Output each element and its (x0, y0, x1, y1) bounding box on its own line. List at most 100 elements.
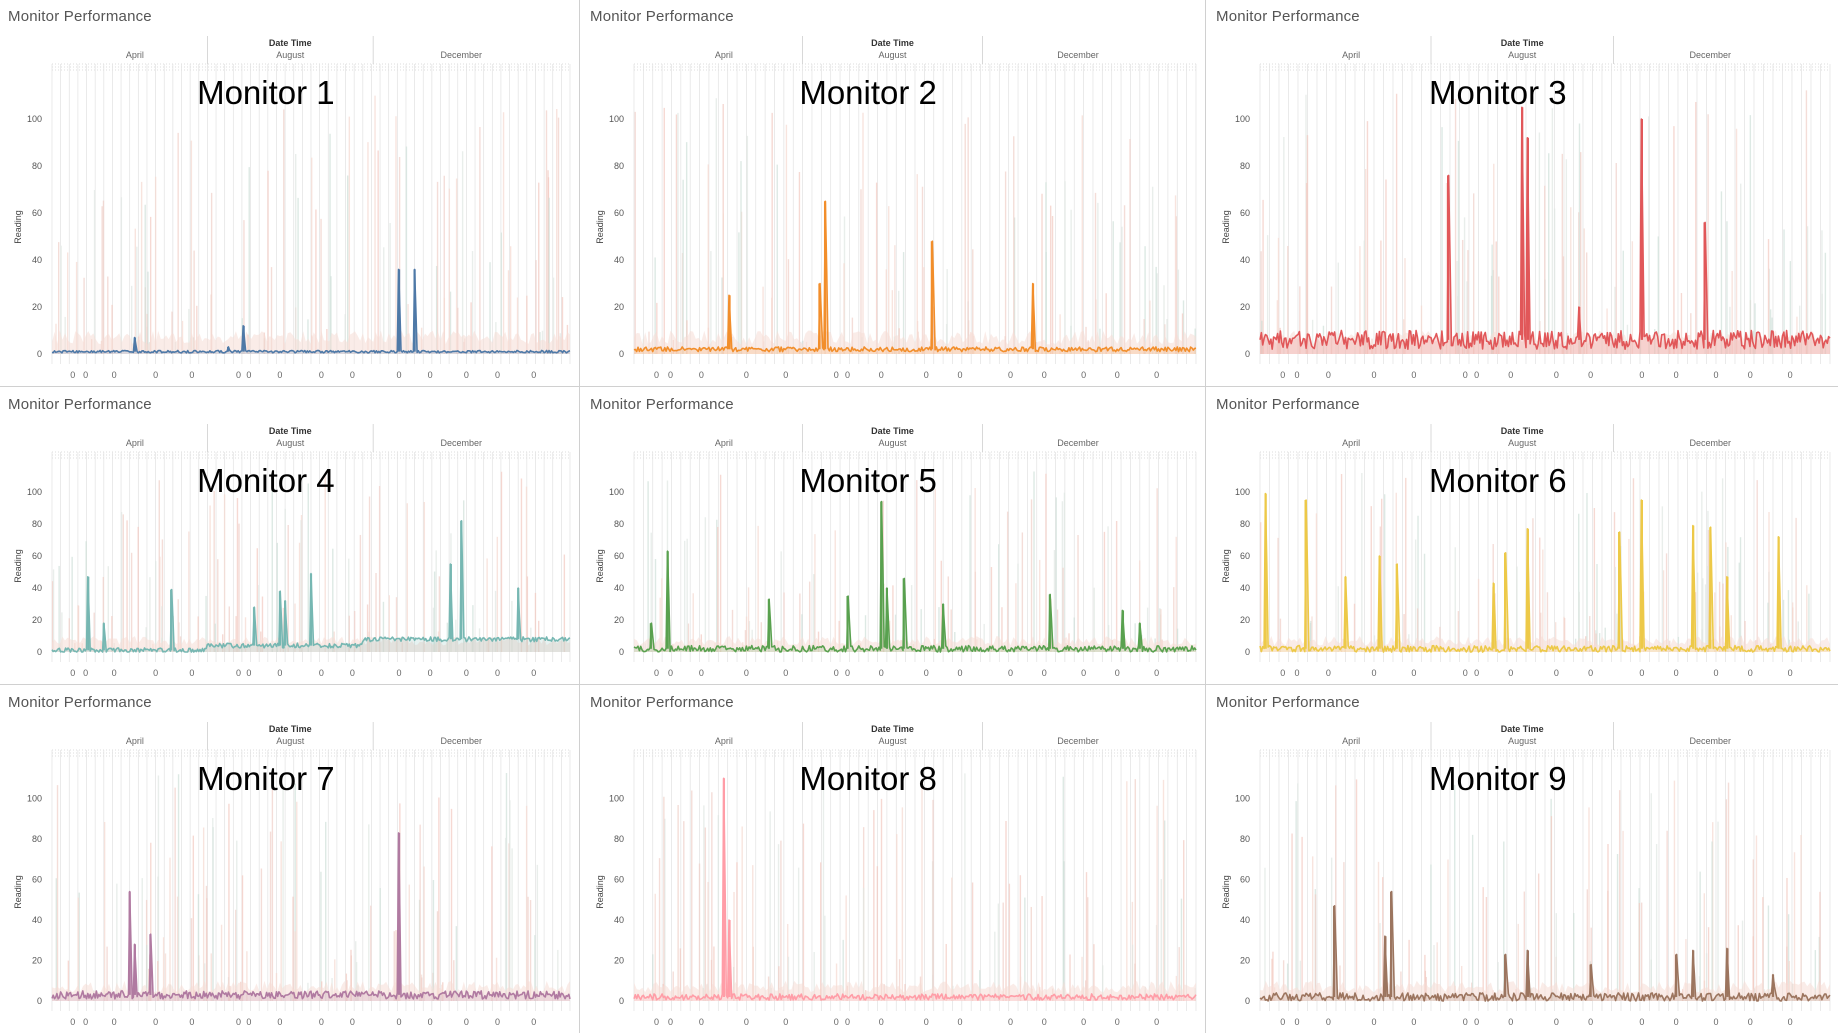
monitor-title: Monitor 4 (197, 462, 335, 499)
bottom-marker-label: 0 (845, 370, 850, 380)
bottom-marker-label: 0 (464, 370, 469, 380)
bottom-marker-label: 0 (189, 668, 194, 678)
y-tick-label: 60 (614, 551, 624, 561)
month-label-august: August (276, 736, 305, 746)
bottom-marker-label: 0 (1463, 1017, 1468, 1027)
y-tick-label: 100 (609, 114, 624, 124)
monitor-title: Monitor 7 (197, 760, 335, 797)
bottom-marker-label: 0 (1326, 1017, 1331, 1027)
y-axis-label: Reading (1221, 874, 1231, 909)
bottom-marker-label: 0 (1326, 668, 1331, 678)
bottom-marker-label: 0 (957, 370, 962, 380)
bottom-marker-label: 0 (924, 668, 929, 678)
ghost-noise-band (52, 330, 570, 354)
chart-panel-1: 0 20 40 60 80 100 0 0 0 0 0 0 0 0 0 0 0 0 0 0 0 Monitor Perfo… (0, 0, 578, 386)
month-label-december: December (440, 438, 482, 448)
month-label-december: December (1689, 438, 1732, 448)
panel-title: Monitor Performance (590, 8, 734, 25)
x-axis-title: Date Time (871, 38, 914, 48)
y-tick-label: 60 (32, 875, 42, 885)
ghost-series (52, 95, 570, 354)
ghost-noise-band (1260, 330, 1830, 354)
month-label-december: December (440, 50, 482, 60)
bottom-marker-label: 0 (1588, 1017, 1593, 1027)
bottom-marker-label: 0 (1042, 1017, 1047, 1027)
bottom-marker-label: 0 (1154, 1017, 1159, 1027)
month-label-december: December (1689, 736, 1732, 746)
bottom-marker-label: 0 (1154, 370, 1159, 380)
bottom-marker-label: 0 (744, 668, 749, 678)
y-tick-label: 0 (1245, 996, 1250, 1006)
month-label-april: April (714, 438, 733, 448)
bottom-marker-label: 0 (1411, 1017, 1416, 1027)
bottom-marker-label: 0 (428, 370, 433, 380)
bottom-marker-label: 0 (879, 668, 884, 678)
panel-title: Monitor Performance (8, 694, 152, 711)
panel-title: Monitor Performance (1216, 396, 1360, 413)
month-label-december: December (1689, 50, 1732, 60)
series-line (633, 777, 1197, 1001)
bottom-marker-label: 0 (1280, 1017, 1285, 1027)
panel-title: Monitor Performance (590, 694, 734, 711)
bottom-marker-label: 0 (236, 1017, 241, 1027)
panel-title: Monitor Performance (1216, 694, 1360, 711)
y-axis: 0 20 40 60 80 100 (609, 794, 624, 1007)
monitor-title: Monitor 5 (799, 462, 937, 499)
x-axis-title: Date Time (1500, 38, 1544, 48)
month-label-april: April (1342, 50, 1361, 60)
month-label-august: August (878, 736, 907, 746)
y-tick-label: 100 (1235, 487, 1250, 497)
y-tick-label: 0 (1245, 349, 1250, 359)
monitor-title: Monitor 8 (799, 760, 937, 797)
bottom-marker-label: 0 (879, 1017, 884, 1027)
y-tick-label: 100 (609, 794, 624, 804)
y-tick-label: 80 (1240, 519, 1250, 529)
y-axis-label: Reading (1221, 210, 1231, 244)
row-divider (0, 386, 1838, 387)
y-tick-label: 0 (37, 349, 42, 359)
bottom-marker-label: 0 (1280, 370, 1285, 380)
bottom-marker-label: 0 (1371, 1017, 1376, 1027)
column-divider (579, 0, 580, 1033)
bottom-marker-label: 0 (112, 668, 117, 678)
bottom-marker-label: 0 (464, 1017, 469, 1027)
column-divider (1205, 0, 1206, 1033)
x-axis-title: Date Time (871, 724, 914, 734)
series-line (51, 268, 571, 354)
bottom-marker-label: 0 (1008, 668, 1013, 678)
bottom-marker-label: 0 (654, 668, 659, 678)
bottom-marker-label: 0 (1748, 370, 1753, 380)
bottom-marker-label: 0 (744, 370, 749, 380)
bottom-marker-label: 0 (1115, 1017, 1120, 1027)
bottom-marker-label: 0 (834, 668, 839, 678)
y-tick-label: 20 (1240, 615, 1250, 625)
panel-title: Monitor Performance (8, 8, 152, 25)
row-divider (0, 684, 1838, 685)
x-axis-title: Date Time (268, 724, 312, 734)
bottom-marker-label: 0 (1463, 668, 1468, 678)
bottom-marker-label: 0 (668, 668, 673, 678)
y-axis-label: Reading (595, 548, 605, 583)
y-axis-label: Reading (1221, 548, 1231, 583)
month-label-december: December (1057, 736, 1099, 746)
x-axis-title: Date Time (1500, 426, 1544, 436)
x-axis-title: Date Time (1500, 724, 1544, 734)
bottom-marker-label: 0 (189, 370, 194, 380)
month-label-august: August (878, 50, 907, 60)
y-tick-label: 60 (614, 208, 624, 218)
bottom-marker-label: 0 (1788, 370, 1793, 380)
bottom-marker-label: 0 (83, 668, 88, 678)
bottom-marker-label: 0 (783, 370, 788, 380)
series-line (633, 200, 1197, 353)
y-tick-label: 60 (614, 875, 624, 885)
bottom-marker-label: 0 (845, 668, 850, 678)
bottom-marker-label: 0 (531, 370, 536, 380)
bottom-marker-label: 0 (246, 668, 251, 678)
month-label-december: December (1057, 438, 1099, 448)
